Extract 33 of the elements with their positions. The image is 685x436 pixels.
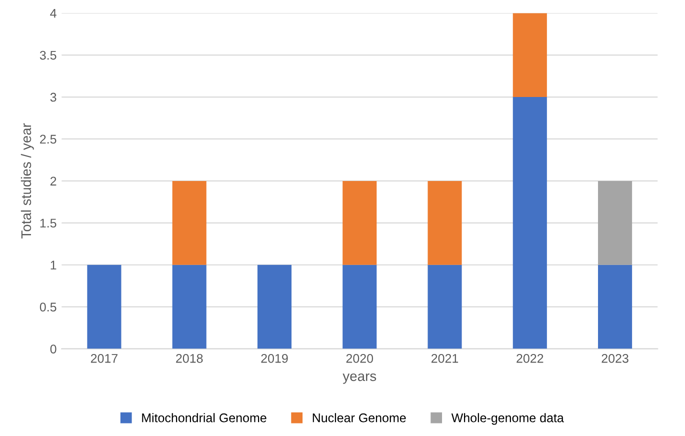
y-tick-label: 3.5 (40, 50, 56, 60)
bar (428, 264, 462, 349)
bar (172, 264, 206, 349)
y-tick-label: 1.5 (40, 218, 56, 228)
x-tick-label: 2019 (261, 354, 288, 363)
y-tick-label: 2.5 (40, 134, 56, 144)
bar (598, 180, 632, 265)
bar (87, 264, 122, 349)
x-tick-label: 2021 (431, 354, 458, 363)
y-tick-label: 4 (50, 9, 56, 18)
y-tick-label: 2 (50, 176, 56, 186)
y-tick-label: 3 (50, 92, 56, 102)
bar (257, 264, 292, 349)
legend-label: Mitochondrial Genome (142, 413, 266, 422)
y-tick-label: 1 (50, 260, 56, 270)
bar (342, 264, 377, 349)
legend-label: Nuclear Genome (312, 413, 406, 422)
y-tick-label: 0.5 (40, 302, 56, 312)
legend-label: Whole-genome data (451, 413, 564, 425)
bar (512, 13, 547, 98)
x-tick-label: 2023 (602, 354, 628, 363)
x-tick-label: 2020 (346, 354, 374, 363)
x-tick-label: 2017 (90, 354, 118, 363)
y-axis-title: Total studies / year (20, 123, 34, 239)
bar (512, 97, 547, 349)
x-tick-label: 2018 (176, 354, 203, 363)
y-tick-label: 0 (50, 344, 56, 354)
bar (342, 180, 377, 265)
bar (428, 180, 462, 265)
x-axis-title: years (342, 373, 376, 384)
bar (598, 264, 632, 349)
x-tick-label: 2022 (516, 354, 544, 363)
bar (172, 180, 206, 265)
